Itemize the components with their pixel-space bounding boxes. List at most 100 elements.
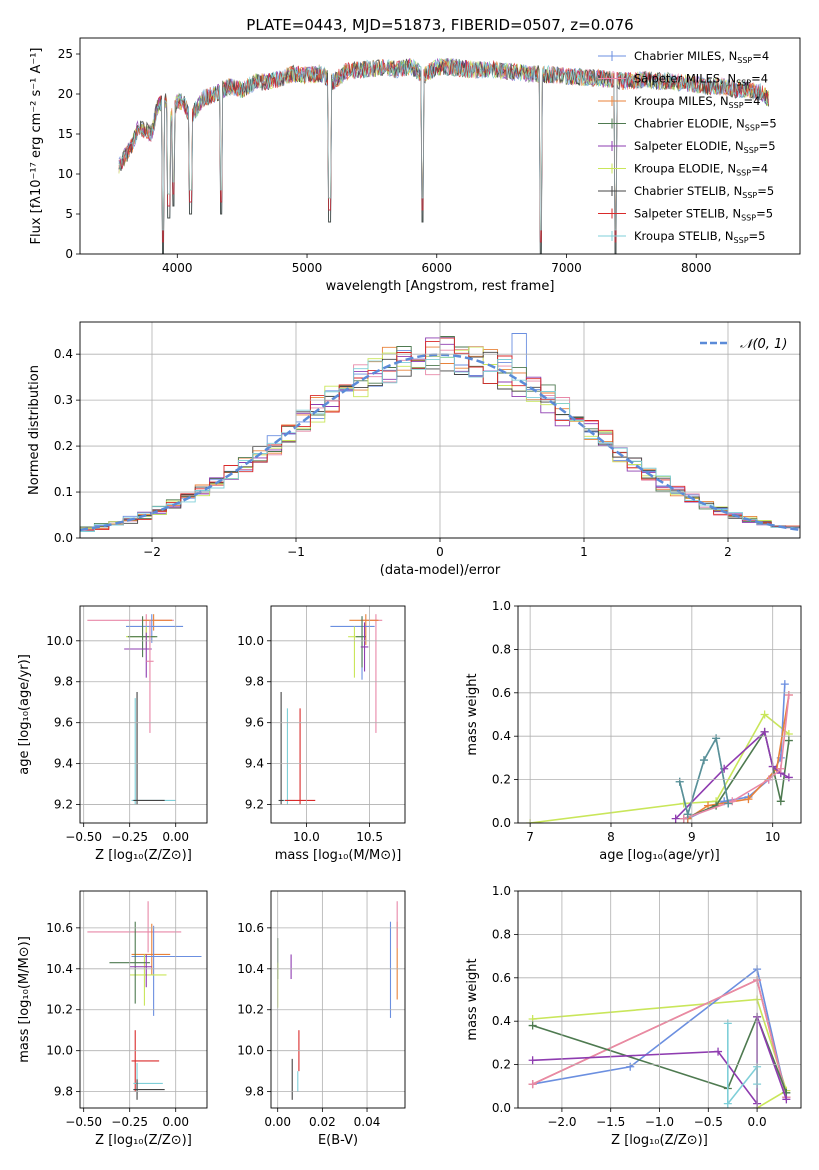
x-tick-label: 0.04 bbox=[354, 1115, 381, 1129]
legend-entry: Kroupa MILES, NSSP=4 bbox=[634, 94, 760, 110]
y-tick-label: 0.4 bbox=[54, 347, 73, 361]
weight-marker bbox=[784, 690, 793, 699]
weight-marker bbox=[760, 727, 769, 736]
y-tick-label: 10.2 bbox=[46, 1003, 73, 1017]
weight-marker bbox=[723, 1019, 732, 1028]
x-tick-label: 9 bbox=[688, 830, 696, 844]
ebv-mass-plot-area bbox=[277, 901, 398, 1100]
x-tick-label: 1 bbox=[580, 545, 588, 559]
x-tick-label: −0.50 bbox=[65, 830, 102, 844]
y-tick-label: 9.8 bbox=[245, 675, 264, 689]
x-tick-label: −2 bbox=[143, 545, 161, 559]
weight-marker bbox=[683, 810, 692, 819]
ebv-mass-panel: 0.00 0.02 0.04 9.8 10.0 10.2 10.4 10.6 E(B-V) bbox=[237, 890, 406, 1148]
y-tick-label: 1.0 bbox=[492, 884, 511, 898]
x-tick-label: −1 bbox=[287, 545, 305, 559]
y-tick-label: 10.0 bbox=[46, 634, 73, 648]
legend-entry: 𝒩(0, 1) bbox=[740, 337, 787, 352]
spectrum-x-axis-label: wavelength [Angstrom, rest frame] bbox=[326, 279, 555, 294]
axes-frame bbox=[79, 321, 801, 539]
axes-frame bbox=[270, 605, 406, 824]
x-tick-label: 10 bbox=[765, 830, 780, 844]
y-tick-label: 0.6 bbox=[492, 971, 511, 985]
y-tick-label: 10.2 bbox=[237, 1003, 264, 1017]
age-weight-y-axis-label: mass weight bbox=[465, 673, 480, 755]
y-tick-label: 10.6 bbox=[237, 921, 264, 935]
age-weight-x-axis-label: age [log₁₀(age/yr)] bbox=[599, 848, 720, 863]
y-tick-label: 0.0 bbox=[54, 531, 73, 545]
y-tick-label: 10.0 bbox=[237, 634, 264, 648]
y-tick-label: 0.3 bbox=[54, 393, 73, 407]
y-tick-label: 1.0 bbox=[492, 599, 511, 613]
weight-marker bbox=[528, 1021, 537, 1030]
y-tick-label: 9.8 bbox=[54, 1085, 73, 1099]
z-age-x-axis-label: Z [log₁₀(Z/Z⊙)] bbox=[95, 848, 192, 863]
axes-frame bbox=[517, 605, 802, 824]
legend-entry: Chabrier MILES, NSSP=4 bbox=[634, 49, 769, 65]
weight-marker bbox=[679, 814, 688, 823]
y-tick-label: 10.4 bbox=[237, 962, 264, 976]
spectrum-legend: Chabrier MILES, NSSP=4 Salpeter MILES, NS… bbox=[598, 49, 777, 245]
y-tick-label: 0.1 bbox=[54, 485, 73, 499]
legend-entry: Chabrier STELIB, NSSP=5 bbox=[634, 184, 774, 200]
weight-marker bbox=[776, 764, 785, 773]
weight-marker bbox=[671, 814, 680, 823]
weight-marker bbox=[723, 1099, 732, 1108]
y-tick-label: 5 bbox=[65, 207, 73, 221]
x-tick-label: −1.5 bbox=[596, 1115, 625, 1129]
y-tick-label: 0.6 bbox=[492, 686, 511, 700]
z-age-panel: −0.50 −0.25 0.00 9.2 9.4 9.6 9.8 10.0 Z [log₁₀(Z… bbox=[17, 605, 208, 863]
x-tick-label: 4000 bbox=[162, 261, 193, 275]
age-weight-plot-area bbox=[526, 680, 793, 823]
weight-series-line bbox=[532, 998, 788, 1108]
legend-entry: Salpeter MILES, NSSP=4 bbox=[634, 72, 768, 88]
legend-entry: Salpeter STELIB, NSSP=5 bbox=[634, 207, 773, 223]
y-tick-label: 10.0 bbox=[46, 1044, 73, 1058]
x-tick-label: −2.0 bbox=[547, 1115, 576, 1129]
weight-marker bbox=[776, 797, 785, 806]
y-tick-label: 10 bbox=[58, 167, 73, 181]
y-tick-label: 0.8 bbox=[492, 642, 511, 656]
y-tick-label: 9.6 bbox=[245, 716, 264, 730]
weight-marker bbox=[760, 710, 769, 719]
weight-marker bbox=[782, 1095, 791, 1104]
spectrum-line bbox=[118, 57, 769, 231]
x-tick-label: −0.25 bbox=[111, 1115, 148, 1129]
x-tick-label: 7 bbox=[526, 830, 534, 844]
ebv-mass-x-axis-label: E(B-V) bbox=[318, 1133, 358, 1148]
residuals-x-axis-label: (data-model)/error bbox=[380, 563, 501, 578]
x-tick-label: −0.50 bbox=[65, 1115, 102, 1129]
z-weight-y-axis-label: mass weight bbox=[465, 958, 480, 1040]
y-tick-label: 0.0 bbox=[492, 816, 511, 830]
x-tick-label: 0 bbox=[436, 545, 444, 559]
residuals-y-axis-label: Normed distribution bbox=[27, 365, 42, 495]
y-tick-label: 0.0 bbox=[492, 1101, 511, 1115]
y-tick-label: 9.4 bbox=[245, 757, 264, 771]
spectrum-plot-area bbox=[118, 57, 770, 254]
z-weight-panel: −2.0 −1.5 −1.0 −0.5 0.0 0.0 0.2 0.4 0.6 0.8 1.0 Z [… bbox=[465, 884, 802, 1148]
mass-age-x-axis-label: mass [log₁₀(M/M⊙)] bbox=[275, 848, 402, 863]
z-weight-x-axis-label: Z [log₁₀(Z/Z⊙)] bbox=[611, 1133, 708, 1148]
z-mass-x-axis-label: Z [log₁₀(Z/Z⊙)] bbox=[95, 1133, 192, 1148]
age-weight-panel: 7 8 9 10 0.0 0.2 0.4 0.6 0.8 1.0 age [log₁₀(age/yr… bbox=[465, 599, 802, 863]
weight-marker bbox=[780, 680, 789, 689]
y-tick-label: 0 bbox=[65, 247, 73, 261]
weight-series-line bbox=[529, 713, 790, 823]
mass-age-plot-area bbox=[278, 614, 383, 805]
y-tick-label: 0.4 bbox=[492, 729, 511, 743]
weight-marker bbox=[744, 795, 753, 804]
y-tick-label: 10.0 bbox=[237, 1044, 264, 1058]
x-tick-label: 0.00 bbox=[162, 830, 189, 844]
y-tick-label: 9.6 bbox=[54, 716, 73, 730]
residuals-panel: −2 −1 0 1 2 0.0 0.1 0.2 0.3 0.4 (data-model)/error… bbox=[27, 321, 801, 578]
y-tick-label: 20 bbox=[58, 87, 73, 101]
y-tick-label: 0.2 bbox=[54, 439, 73, 453]
axes-frame bbox=[79, 605, 208, 824]
y-tick-label: 0.4 bbox=[492, 1014, 511, 1028]
spectrum-panel: 4000 5000 6000 7000 8000 0 5 10 15 20 25 wavelength… bbox=[29, 37, 801, 294]
x-tick-label: −1.0 bbox=[645, 1115, 674, 1129]
y-tick-label: 10.6 bbox=[46, 921, 73, 935]
weight-marker bbox=[528, 1080, 537, 1089]
x-tick-label: 0.02 bbox=[309, 1115, 336, 1129]
